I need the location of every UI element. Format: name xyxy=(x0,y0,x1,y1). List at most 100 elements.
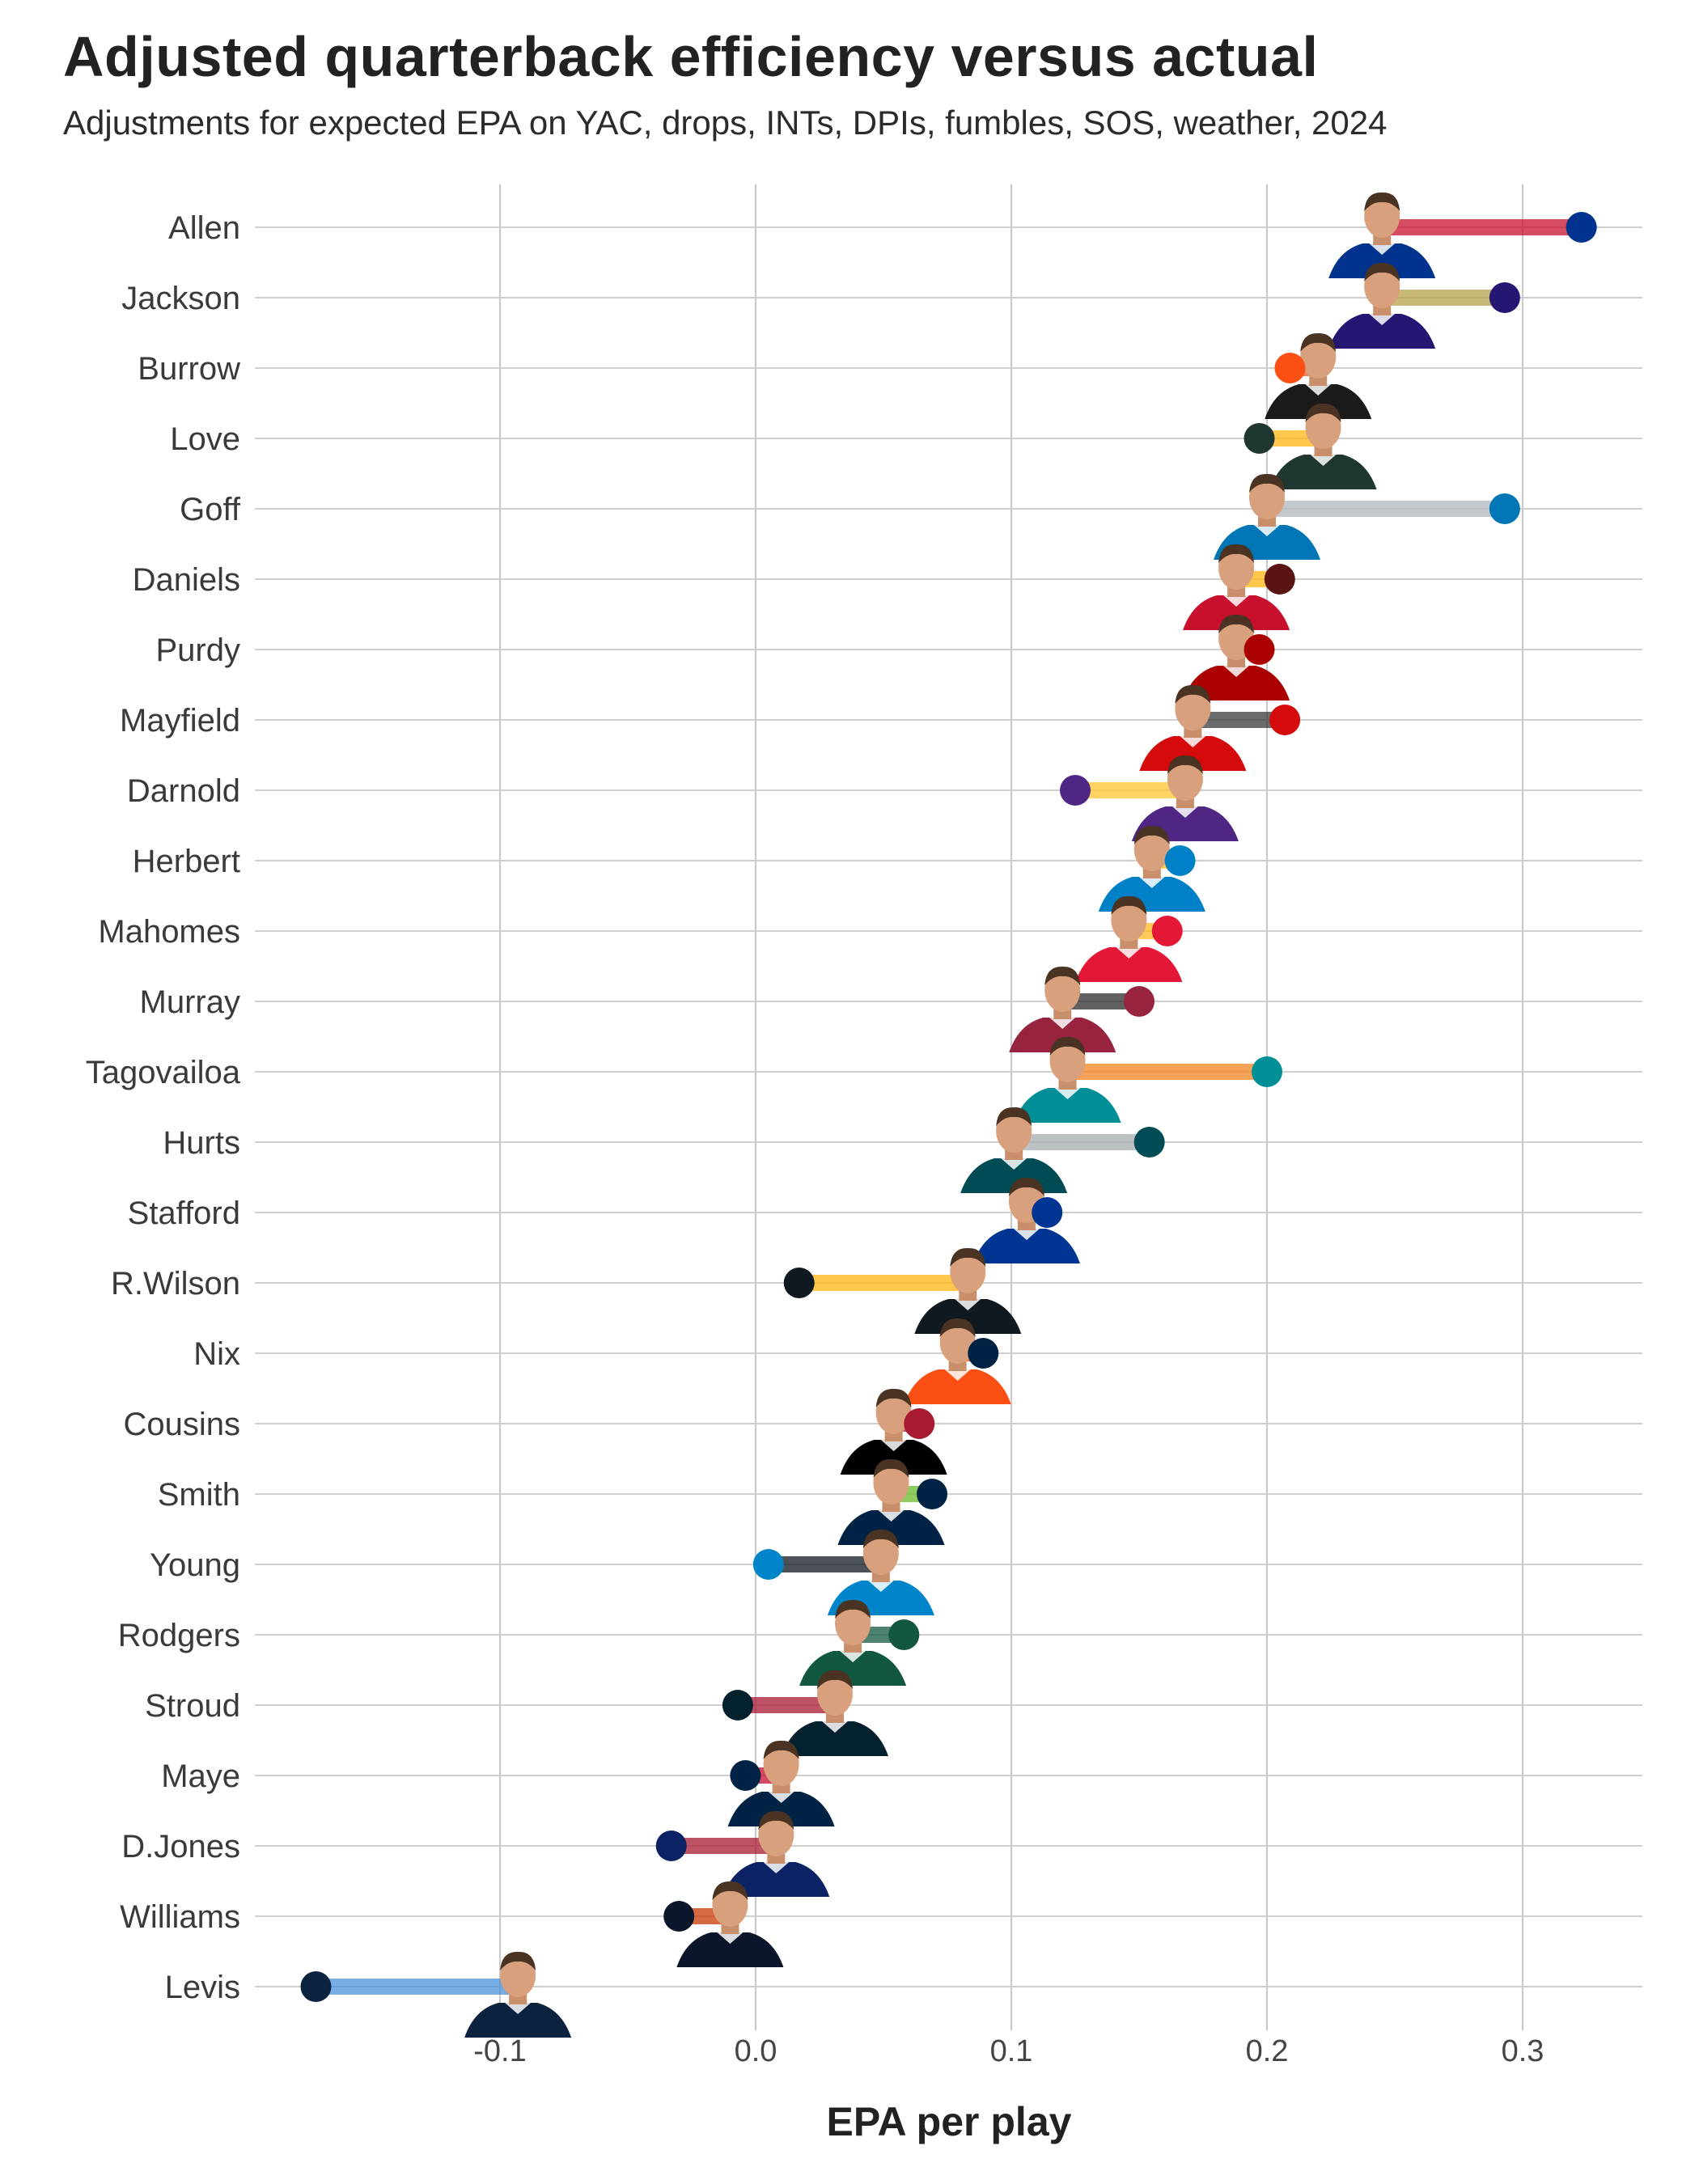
collar-shape xyxy=(1172,806,1198,818)
hair-shape xyxy=(939,1318,976,1337)
x-tick-label: 0.0 xyxy=(735,2034,777,2068)
hair-shape xyxy=(758,1810,794,1830)
head-shape xyxy=(873,1461,909,1505)
y-tick-label: Stafford xyxy=(128,1196,240,1231)
hair-shape xyxy=(1300,332,1337,352)
collar-shape xyxy=(1223,595,1250,607)
head-shape xyxy=(1167,757,1203,801)
hair-shape xyxy=(1175,684,1211,704)
hair-shape xyxy=(1305,403,1341,422)
player-headshot xyxy=(1139,684,1247,771)
collar-shape xyxy=(955,1299,981,1310)
player-row xyxy=(300,1951,572,2038)
head-shape xyxy=(862,1531,899,1575)
collar-shape xyxy=(1310,455,1337,466)
collar-shape xyxy=(717,1932,744,1944)
jersey-shape xyxy=(1265,384,1372,419)
player-headshot xyxy=(972,1177,1080,1263)
actual-epa-dot xyxy=(917,1479,948,1509)
head-shape xyxy=(1044,968,1081,1012)
jersey-shape xyxy=(464,2003,572,2038)
jersey-shape xyxy=(837,1510,945,1545)
player-headshot xyxy=(781,1670,888,1756)
head-shape xyxy=(1300,335,1337,379)
player-row xyxy=(727,1740,835,1826)
head-shape xyxy=(1111,898,1147,942)
collar-shape xyxy=(840,1651,866,1662)
y-tick-label: Burrow xyxy=(138,351,240,387)
player-row xyxy=(1265,332,1372,419)
actual-epa-dot xyxy=(1252,1056,1282,1087)
actual-epa-dot xyxy=(904,1408,935,1439)
head-shape xyxy=(1364,194,1400,238)
collar-shape xyxy=(878,1510,905,1522)
head-shape xyxy=(1249,476,1285,519)
y-tick-label: Darnold xyxy=(127,773,240,809)
collar-shape xyxy=(505,2003,532,2014)
jersey-shape xyxy=(904,1369,1011,1404)
jersey-shape xyxy=(1183,595,1290,630)
player-headshot xyxy=(904,1318,1011,1404)
y-tick-label: Young xyxy=(150,1547,240,1583)
y-tick-label: Levis xyxy=(165,1970,240,2005)
player-headshot xyxy=(1328,192,1436,278)
actual-epa-dot xyxy=(1244,634,1275,665)
y-tick-label: Herbert xyxy=(133,844,240,879)
y-tick-label: Murray xyxy=(140,984,240,1020)
collar-shape xyxy=(1254,525,1280,536)
y-tick-label: R.Wilson xyxy=(111,1266,240,1302)
x-tick-label: 0.3 xyxy=(1502,2034,1544,2068)
player-headshot xyxy=(1075,895,1183,982)
hair-shape xyxy=(763,1740,799,1759)
actual-epa-dot xyxy=(752,1549,784,1580)
player-headshot xyxy=(1265,332,1372,419)
head-shape xyxy=(1364,265,1400,308)
y-axis-labels: Allen Jackson Burrow Love Goff Daniels Purdy Ma… xyxy=(86,210,241,2005)
actual-epa-dot xyxy=(783,1268,815,1298)
player-row xyxy=(1214,473,1520,560)
collar-shape xyxy=(1369,243,1396,255)
jersey-shape xyxy=(972,1229,1080,1263)
collar-shape xyxy=(1180,736,1206,747)
hair-shape xyxy=(873,1458,909,1478)
player-row xyxy=(722,1670,888,1756)
actual-epa-dot xyxy=(722,1690,753,1721)
actual-epa-dot xyxy=(1274,353,1306,383)
player-headshot xyxy=(1328,262,1436,349)
actual-epa-dot xyxy=(1032,1197,1063,1228)
head-shape xyxy=(816,1672,853,1716)
player-headshot xyxy=(676,1881,784,1967)
jersey-shape xyxy=(1014,1088,1121,1123)
head-shape xyxy=(712,1883,748,1927)
player-row xyxy=(1244,403,1377,489)
head-shape xyxy=(763,1742,799,1786)
head-shape xyxy=(500,1953,536,1997)
head-shape xyxy=(939,1320,976,1364)
hair-shape xyxy=(500,1951,536,1970)
collar-shape xyxy=(1305,384,1332,396)
x-tick-label: -0.1 xyxy=(473,2034,526,2068)
jersey-shape xyxy=(1139,736,1247,771)
player-row xyxy=(972,1177,1080,1263)
y-tick-label: Tagovailoa xyxy=(86,1055,241,1090)
hair-shape xyxy=(1364,262,1400,281)
hair-shape xyxy=(1111,895,1147,915)
head-shape xyxy=(996,1109,1032,1153)
hair-shape xyxy=(996,1107,1032,1126)
actual-epa-dot xyxy=(663,1901,695,1932)
collar-shape xyxy=(821,1721,848,1733)
collar-shape xyxy=(1001,1158,1027,1170)
head-shape xyxy=(1133,827,1170,871)
jersey-shape xyxy=(722,1862,830,1897)
y-tick-label: Mahomes xyxy=(98,914,240,950)
actual-epa-dot xyxy=(1151,916,1183,946)
y-tick-label: Williams xyxy=(120,1899,240,1935)
y-tick-label: Jackson xyxy=(121,281,240,316)
player-headshot xyxy=(1269,403,1377,489)
collar-shape xyxy=(867,1581,894,1592)
actual-epa-dot xyxy=(1164,845,1196,876)
collar-shape xyxy=(944,1369,971,1381)
player-row xyxy=(1328,262,1520,349)
collar-shape xyxy=(1369,314,1396,325)
